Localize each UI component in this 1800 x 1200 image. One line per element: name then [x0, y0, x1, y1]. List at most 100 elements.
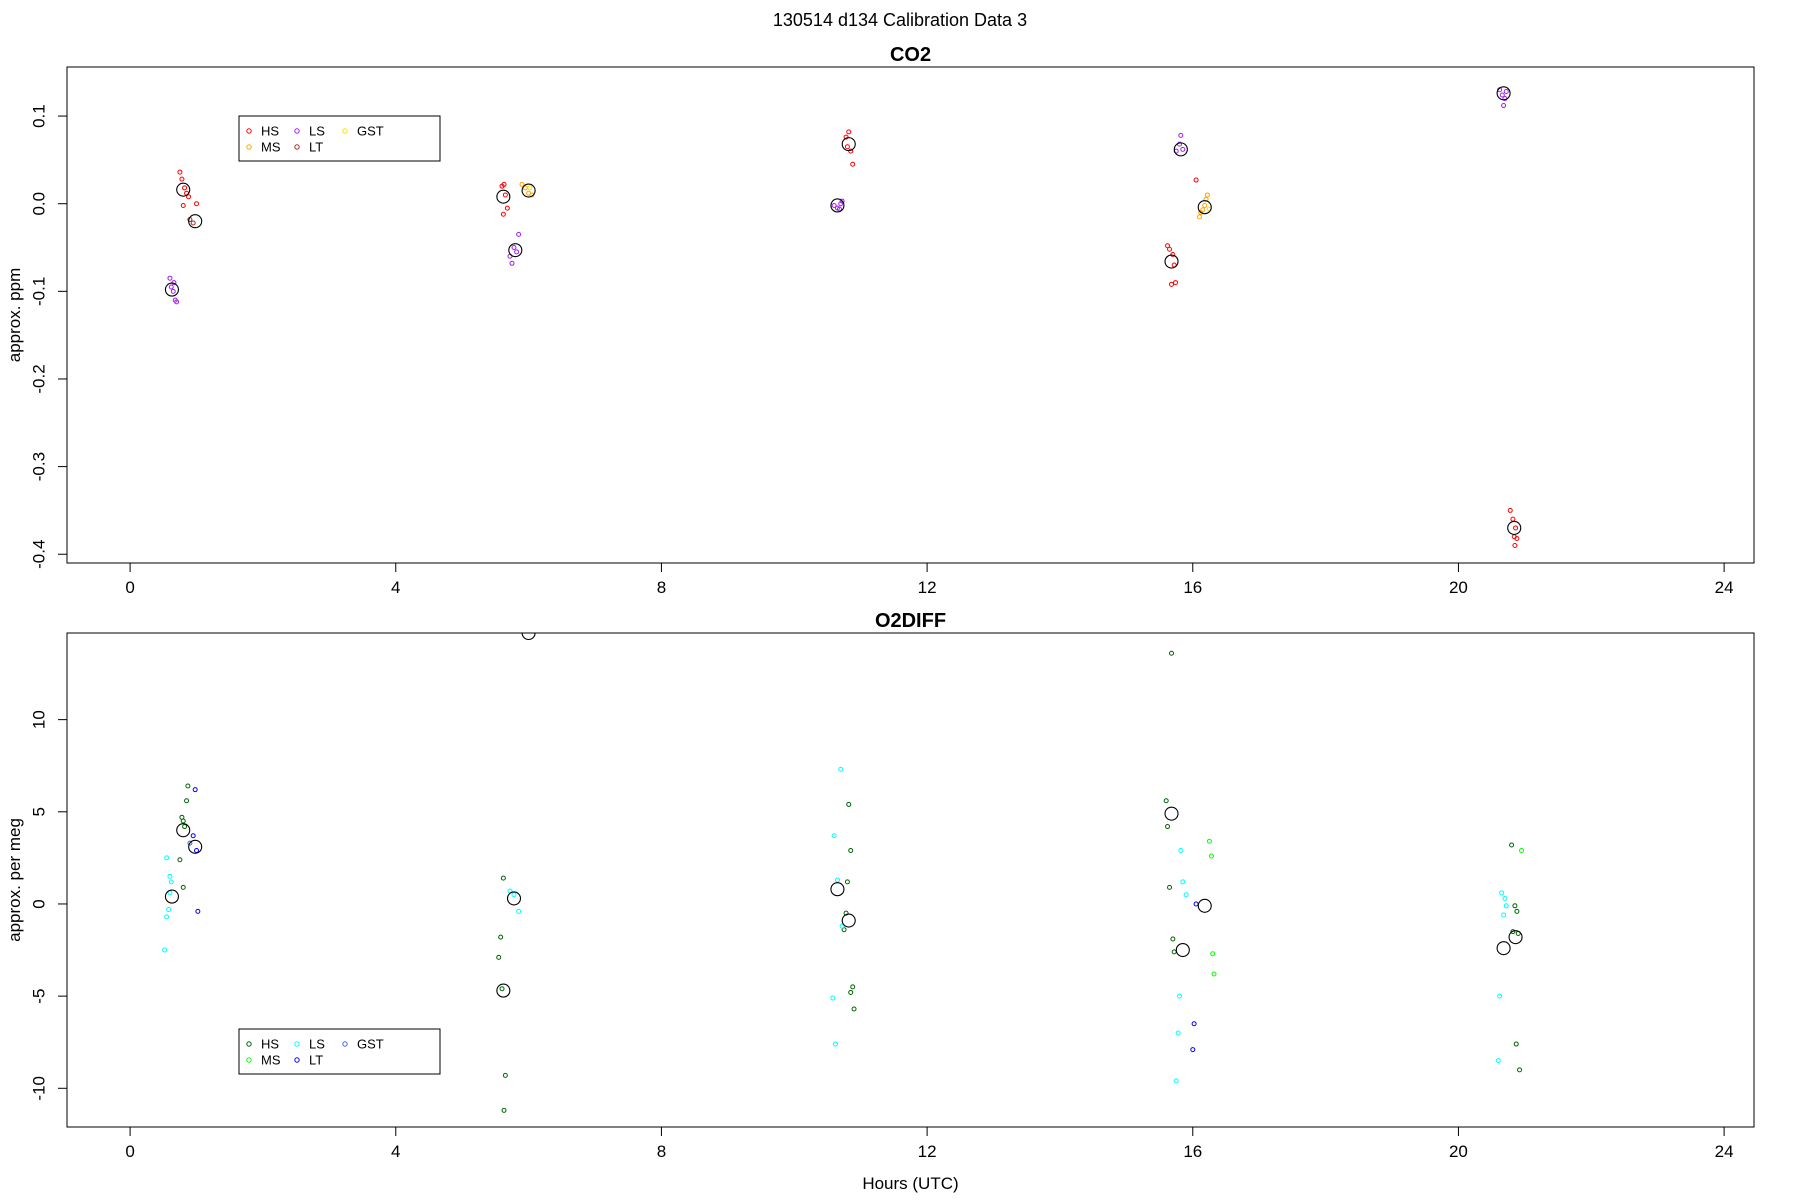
data-point [500, 875, 506, 881]
y-tick-label: -0.2 [30, 364, 49, 393]
data-point [179, 814, 185, 820]
mean-point [1197, 200, 1212, 215]
x-tick-label: 20 [1449, 578, 1468, 597]
data-point [850, 161, 856, 167]
legend-box [238, 1028, 441, 1075]
mean-point [1496, 86, 1511, 101]
mean-point [506, 891, 522, 906]
legend-entry-label: LS [309, 124, 325, 139]
o2diff-data-points [162, 633, 1525, 1113]
y-tick-label: 0.0 [30, 192, 49, 216]
data-point [1171, 949, 1177, 955]
data-point [850, 984, 856, 990]
mean-point [1496, 941, 1511, 956]
data-point [1510, 516, 1516, 522]
data-point [182, 824, 188, 830]
x-tick-label: 12 [918, 1142, 937, 1161]
data-point [1510, 929, 1516, 935]
y-tick-label: -0.4 [30, 540, 49, 569]
data-point [166, 906, 172, 912]
data-point [1517, 1067, 1523, 1073]
data-point [164, 914, 170, 920]
data-point [500, 211, 506, 217]
data-point [1499, 92, 1505, 98]
x-tick-label: 8 [657, 578, 666, 597]
data-point [848, 848, 854, 854]
data-point [1501, 912, 1507, 918]
data-point [1513, 1041, 1519, 1047]
data-point [1211, 971, 1217, 977]
data-point [174, 299, 180, 305]
mean-point [164, 889, 179, 904]
data-point [1180, 146, 1186, 152]
data-point [516, 231, 522, 237]
data-point [504, 205, 510, 211]
data-point [836, 206, 842, 212]
data-point [1170, 936, 1176, 942]
points-group [162, 633, 1525, 1113]
data-point [1193, 177, 1199, 183]
legend-marker [246, 1057, 252, 1063]
o2diff-y-axis-label: approx. per meg [5, 818, 24, 942]
data-point [1513, 525, 1519, 531]
data-point [1210, 951, 1216, 957]
y-tick-label: -10 [30, 1076, 49, 1101]
data-point [834, 877, 840, 883]
co2-x-axis: 0 4 8 12 16 20 24 [125, 562, 1734, 597]
data-point [1176, 993, 1182, 999]
data-point [1519, 848, 1525, 854]
o2diff-panel: O2DIFF approx. per meg Hours (UTC) 0 4 8 12… [5, 610, 1755, 1193]
legend-entry-label: LT [309, 1053, 323, 1068]
mean-point [830, 882, 845, 897]
data-point [167, 275, 173, 281]
x-tick-label: 0 [125, 578, 134, 597]
mean-point [176, 823, 191, 838]
mean-point [1507, 520, 1522, 535]
x-tick-label: 4 [391, 578, 400, 597]
o2diff-x-axis: 0 4 8 12 16 20 24 [125, 1126, 1734, 1161]
data-point [1206, 838, 1212, 844]
co2-y-axis-label: approx. ppm [5, 268, 24, 363]
mean-point [496, 189, 511, 204]
data-point [848, 989, 854, 995]
data-point [1167, 246, 1173, 252]
data-point [832, 1041, 838, 1047]
o2diff-x-axis-label: Hours (UTC) [862, 1174, 958, 1193]
x-tick-label: 16 [1183, 1142, 1202, 1161]
data-point [1503, 89, 1509, 95]
mean-point [1164, 806, 1179, 821]
mean-point [841, 913, 856, 928]
data-point [511, 892, 517, 898]
data-point [1509, 842, 1515, 848]
legend-entry-label: GST [357, 1037, 384, 1052]
data-point [1502, 895, 1508, 901]
y-tick-label: -0.3 [30, 452, 49, 481]
data-point [1165, 824, 1171, 830]
data-point [185, 783, 191, 789]
mean-point [830, 198, 845, 213]
mean-point [164, 282, 179, 297]
data-point [1178, 848, 1184, 854]
data-point [501, 181, 507, 187]
data-point [1196, 214, 1202, 220]
legend-marker [246, 128, 252, 134]
data-point [1173, 280, 1179, 286]
legend-marker [294, 1057, 300, 1063]
x-tick-label: 20 [1449, 1142, 1468, 1161]
data-point [184, 798, 190, 804]
x-tick-label: 24 [1715, 1142, 1734, 1161]
co2-y-axis: -0.4 -0.3 -0.2 -0.1 0.0 0.1 [30, 104, 68, 569]
data-point [831, 833, 837, 839]
mean-point [1175, 942, 1190, 958]
co2-panel: CO2 approx. ppm 0 4 8 12 16 20 24 -0.4 -0.3 -0.2… [5, 44, 1755, 597]
data-point [501, 1107, 507, 1113]
data-point [498, 934, 504, 940]
data-point [511, 245, 517, 251]
data-point [182, 185, 188, 191]
data-point [1169, 281, 1175, 287]
legend-marker [342, 1041, 348, 1047]
data-point [830, 995, 836, 1001]
legend-marker [246, 144, 252, 150]
data-point [1169, 650, 1175, 656]
data-point [514, 249, 520, 255]
